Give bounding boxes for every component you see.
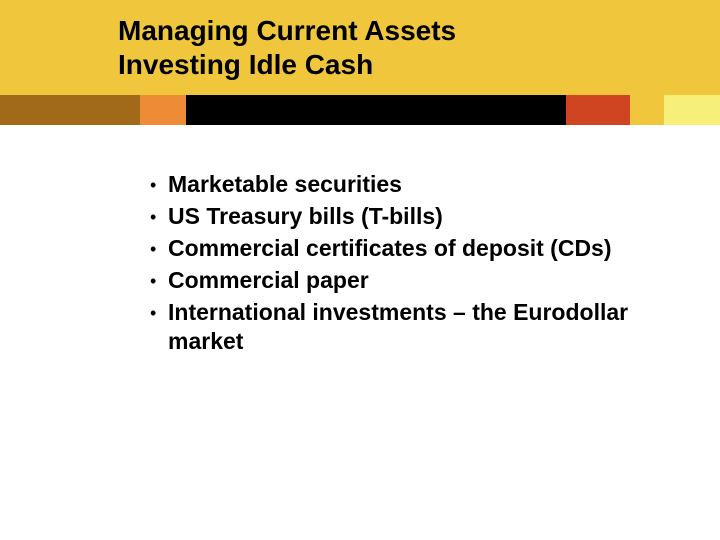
title-line-1: Managing Current Assets [118,14,456,48]
strip-seg-2 [186,95,566,125]
strip-seg-3 [566,95,630,125]
slide-title: Managing Current Assets Investing Idle C… [118,14,456,81]
title-line-2: Investing Idle Cash [118,48,456,82]
bullet-icon: • [150,266,168,296]
bullet-icon: • [150,170,168,200]
bullet-text: Marketable securities [168,170,402,199]
strip-seg-4 [630,95,664,125]
bullet-text: International investments – the Eurodoll… [168,298,650,356]
color-strip [0,95,720,125]
bullet-icon: • [150,202,168,232]
list-item: • Marketable securities [150,170,650,200]
list-item: • Commercial paper [150,266,650,296]
bullet-icon: • [150,234,168,264]
bullet-text: Commercial paper [168,266,369,295]
slide: Managing Current Assets Investing Idle C… [0,0,720,540]
strip-seg-0 [0,95,140,125]
list-item: • US Treasury bills (T-bills) [150,202,650,232]
bullet-text: Commercial certificates of deposit (CDs) [168,234,612,263]
list-item: • Commercial certificates of deposit (CD… [150,234,650,264]
bullet-icon: • [150,298,168,328]
bullet-list: • Marketable securities • US Treasury bi… [150,170,650,358]
bullet-text: US Treasury bills (T-bills) [168,202,443,231]
list-item: • International investments – the Eurodo… [150,298,650,356]
strip-seg-1 [140,95,186,125]
strip-seg-5 [664,95,720,125]
